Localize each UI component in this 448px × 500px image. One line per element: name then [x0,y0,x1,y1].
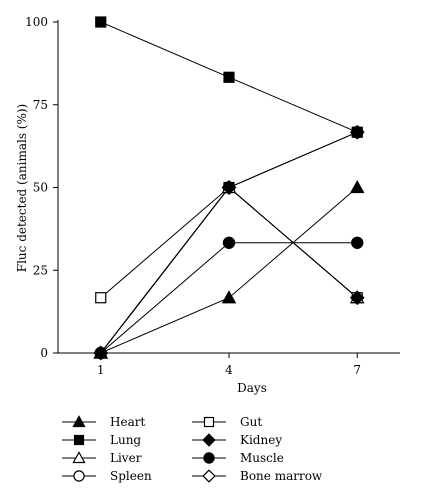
legend-label: Heart [110,415,145,429]
y-tick-label: 25 [33,263,48,277]
data-point [221,290,237,304]
series-line-liver [100,186,358,354]
legend-marker [73,434,85,446]
legend-item: Spleen [62,469,152,483]
legend-item: Bone marrow [192,469,323,483]
legend-item: Gut [192,415,262,429]
data-point [221,180,237,195]
series-layer [93,16,365,361]
data-point [223,71,235,83]
y-tick-label: 50 [33,181,48,195]
legend-label: Liver [110,451,142,465]
data-point [95,16,107,28]
legend-label: Gut [240,415,262,429]
legend-item: Muscle [192,451,284,465]
legend-item: Lung [62,433,141,447]
x-tick-label: 7 [353,363,361,377]
y-tick-label: 100 [25,15,48,29]
legend: Heart Lung Liver Spleen Gut Kidney Muscle Bone … [62,415,323,483]
legend-marker [203,452,215,464]
data-point [222,236,236,249]
legend-label: Spleen [110,469,152,483]
legend-marker [73,470,85,482]
ticks-layer: 0 25 50 75 100 1 4 7 [25,15,361,377]
legend-marker [72,451,86,464]
legend-marker [202,469,216,483]
x-tick-label: 1 [97,363,105,377]
legend-label: Muscle [240,451,284,465]
data-point [349,180,365,194]
legend-label: Lung [110,433,141,447]
x-axis-label: Days [237,381,267,395]
data-point [351,126,363,138]
series-markers-heart [93,180,365,359]
legend-item: Liver [62,451,142,465]
y-tick-label: 0 [40,346,48,360]
data-point [349,290,365,306]
legend-marker [203,416,215,428]
legend-item: Kidney [192,433,282,447]
y-tick-label: 75 [33,98,48,112]
y-axis-label: Fluc detected (animals (%)) [15,104,29,272]
data-point [95,292,107,304]
series-markers-liver [93,180,365,359]
series-line-kidney [100,186,358,354]
series-markers-lung [95,16,363,138]
legend-item: Heart [62,415,145,429]
series-line-heart [100,187,358,354]
data-point [351,236,364,249]
series-markers-kidney [93,180,365,361]
x-tick-label: 4 [225,363,233,377]
legend-label: Kidney [240,433,282,447]
legend-marker [202,433,216,447]
legend-marker [72,415,86,428]
legend-label: Bone marrow [240,469,323,483]
